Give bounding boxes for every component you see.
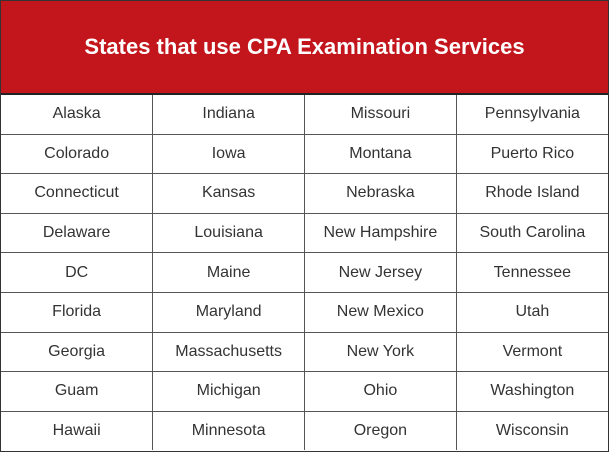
state-cell: Florida	[1, 291, 154, 333]
state-cell: Georgia	[1, 331, 154, 373]
state-cell: Kansas	[152, 173, 305, 214]
state-cell: Maryland	[152, 291, 305, 333]
state-cell: Michigan	[152, 371, 305, 412]
state-cell: Rhode Island	[455, 173, 608, 214]
table-row: Connecticut Kansas Nebraska Rhode Island	[1, 173, 608, 214]
state-cell: Guam	[1, 371, 154, 412]
table-row: Florida Maryland New Mexico Utah	[1, 291, 608, 333]
table-row: Georgia Massachusetts New York Vermont	[1, 331, 608, 373]
state-cell: Vermont	[455, 331, 608, 373]
state-cell: New Hampshire	[304, 212, 457, 254]
state-cell: Alaska	[1, 95, 154, 135]
state-cell: Minnesota	[152, 410, 305, 451]
state-cell: Hawaii	[1, 410, 154, 451]
table-row: Guam Michigan Ohio Washington	[1, 371, 608, 412]
state-cell: Nebraska	[304, 173, 457, 214]
state-table: Alaska Indiana Missouri Pennsylvania Colorad…	[1, 95, 608, 451]
state-cell: New Jersey	[304, 252, 457, 293]
state-cell: Maine	[152, 252, 305, 293]
state-cell: Connecticut	[1, 173, 154, 214]
title: States that use CPA Examination Services	[84, 34, 525, 59]
table-row: Colorado Iowa Montana Puerto Rico	[1, 133, 608, 175]
state-cell: Missouri	[304, 95, 457, 135]
table-row: Alaska Indiana Missouri Pennsylvania	[1, 95, 608, 135]
table-row: DC Maine New Jersey Tennessee	[1, 252, 608, 293]
state-cell: Montana	[304, 133, 457, 175]
table-row: Delaware Louisiana New Hampshire South Caro…	[1, 212, 608, 254]
table-row: Hawaii Minnesota Oregon Wisconsin	[1, 410, 608, 451]
state-cell: Tennessee	[455, 252, 608, 293]
state-cell: Indiana	[152, 95, 305, 135]
header: States that use CPA Examination Services	[1, 1, 608, 95]
state-cell: Oregon	[304, 410, 457, 451]
state-cell: Iowa	[152, 133, 305, 175]
state-cell: DC	[1, 252, 154, 293]
state-cell: Pennsylvania	[455, 95, 608, 135]
state-cell: Puerto Rico	[455, 133, 608, 175]
state-cell: Utah	[455, 291, 608, 333]
state-cell: Louisiana	[152, 212, 305, 254]
state-cell: Massachusetts	[152, 331, 305, 373]
state-cell: Delaware	[1, 212, 154, 254]
state-cell: Ohio	[304, 371, 457, 412]
state-cell: South Carolina	[455, 212, 608, 254]
state-cell: Colorado	[1, 133, 154, 175]
state-cell: Washington	[455, 371, 608, 412]
state-cell: Wisconsin	[455, 410, 608, 451]
state-cell: New Mexico	[304, 291, 457, 333]
state-cell: New York	[304, 331, 457, 373]
